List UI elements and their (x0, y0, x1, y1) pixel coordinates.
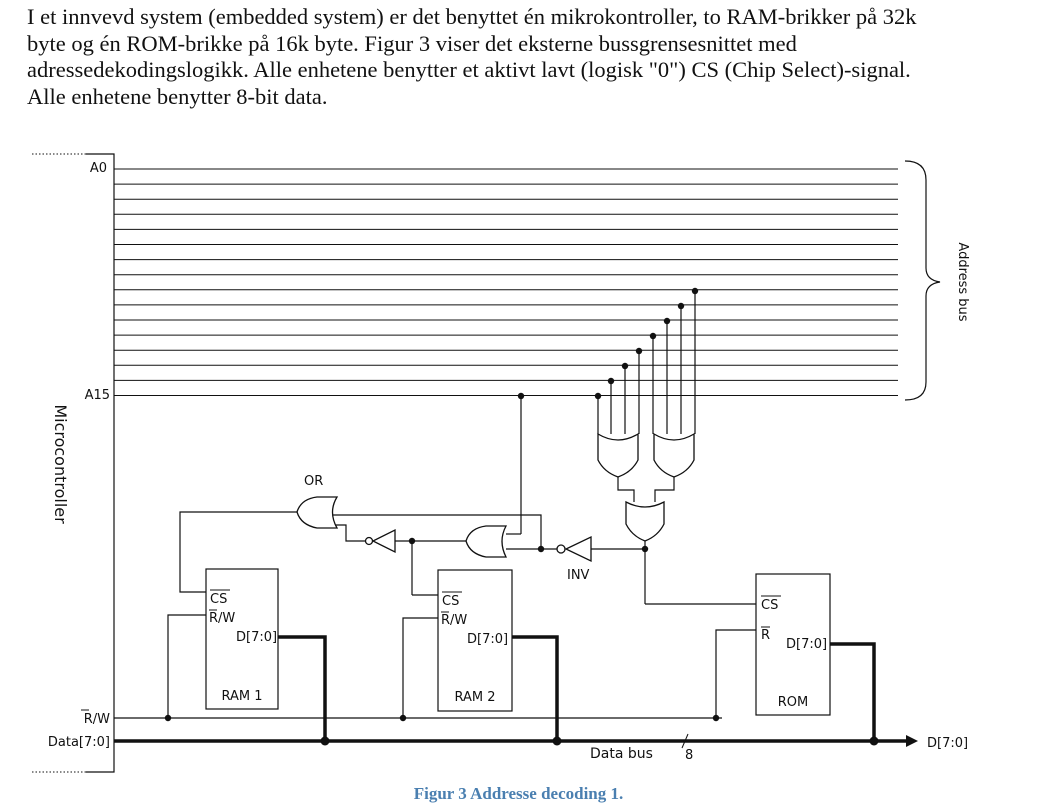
junction-dot (399, 714, 407, 722)
intro-line: I et innvevd system (embedded system) er… (27, 4, 917, 29)
rom-r-label: R (761, 628, 770, 643)
microcontroller-label: Microcontroller (51, 404, 70, 524)
intro-paragraph: I et innvevd system (embedded system) er… (27, 4, 1017, 110)
data-bus-label: Data bus (590, 746, 653, 762)
inv-gate-small (364, 528, 396, 554)
junction-dot (635, 347, 643, 355)
ram2-rw-label: R/W (441, 613, 467, 628)
ram2-chip: CS R/W D[7:0] RAM 2 (437, 569, 513, 712)
junction-dot (712, 714, 720, 722)
or-gate-4in-right (653, 432, 695, 478)
or-label: OR (304, 474, 323, 489)
intro-line: Alle enhetene benytter 8-bit data. (27, 83, 328, 109)
junction-dot (537, 545, 545, 553)
junction-dot (869, 736, 879, 746)
ram1-name: RAM 1 (221, 689, 262, 704)
rom-data-label: D[7:0] (786, 637, 827, 652)
junction-dot (663, 317, 671, 325)
intro-line: byte og én ROM-brikke på 16k byte. Figur… (27, 30, 797, 56)
figure-caption: Figur 3 Addresse decoding 1. (413, 784, 624, 803)
rw-label: R/W (84, 712, 110, 727)
or-gate-combine (625, 500, 665, 542)
ram1-data-label: D[7:0] (236, 630, 277, 645)
a15-label: A15 (85, 388, 110, 403)
wires (114, 291, 756, 719)
junction-dot (621, 362, 629, 370)
address-bus-brace (904, 160, 941, 401)
ram2-cs-label: CS (442, 594, 459, 609)
junction-dot (677, 302, 685, 310)
microcontroller-outline (32, 153, 115, 773)
rom-cs-label: CS (761, 598, 778, 613)
a0-label: A0 (90, 161, 107, 176)
address-lines (114, 168, 898, 396)
junction-dot (691, 287, 699, 295)
data-bus-arrow (906, 735, 918, 747)
junction-dot (649, 332, 657, 340)
address-bus-label: Address bus (955, 242, 970, 321)
bus-width-slash (681, 733, 689, 749)
data-label: Data[7:0] (48, 735, 110, 750)
junction-dot (607, 377, 615, 385)
junction-dot (408, 537, 416, 545)
ram2-data-label: D[7:0] (467, 632, 508, 647)
or-gate-mid (465, 525, 508, 558)
ram1-rw-label: R/W (209, 611, 235, 626)
data-bus (114, 635, 908, 743)
junction-dots (164, 287, 879, 746)
ram1-cs-label: CS (210, 592, 227, 607)
rom-chip: CS R D[7:0] ROM (755, 573, 831, 716)
inv-gate (556, 535, 592, 563)
ram1-chip: CS R/W D[7:0] RAM 1 (205, 568, 279, 710)
rom-name: ROM (778, 695, 808, 710)
intro-line: adressedekodingslogikk. Alle enhetene be… (27, 57, 911, 82)
junction-dot (164, 714, 172, 722)
inv-label: INV (567, 568, 590, 583)
d-out-label: D[7:0] (927, 736, 968, 751)
or-gate-4in-left (597, 432, 639, 478)
junction-dot (320, 736, 330, 746)
junction-dot (594, 392, 602, 400)
bus-width-label: 8 (685, 748, 693, 763)
junction-dot (517, 392, 525, 400)
or-gate-left (296, 496, 339, 529)
ram2-name: RAM 2 (454, 690, 495, 705)
junction-dot (641, 545, 649, 553)
junction-dot (552, 736, 562, 746)
